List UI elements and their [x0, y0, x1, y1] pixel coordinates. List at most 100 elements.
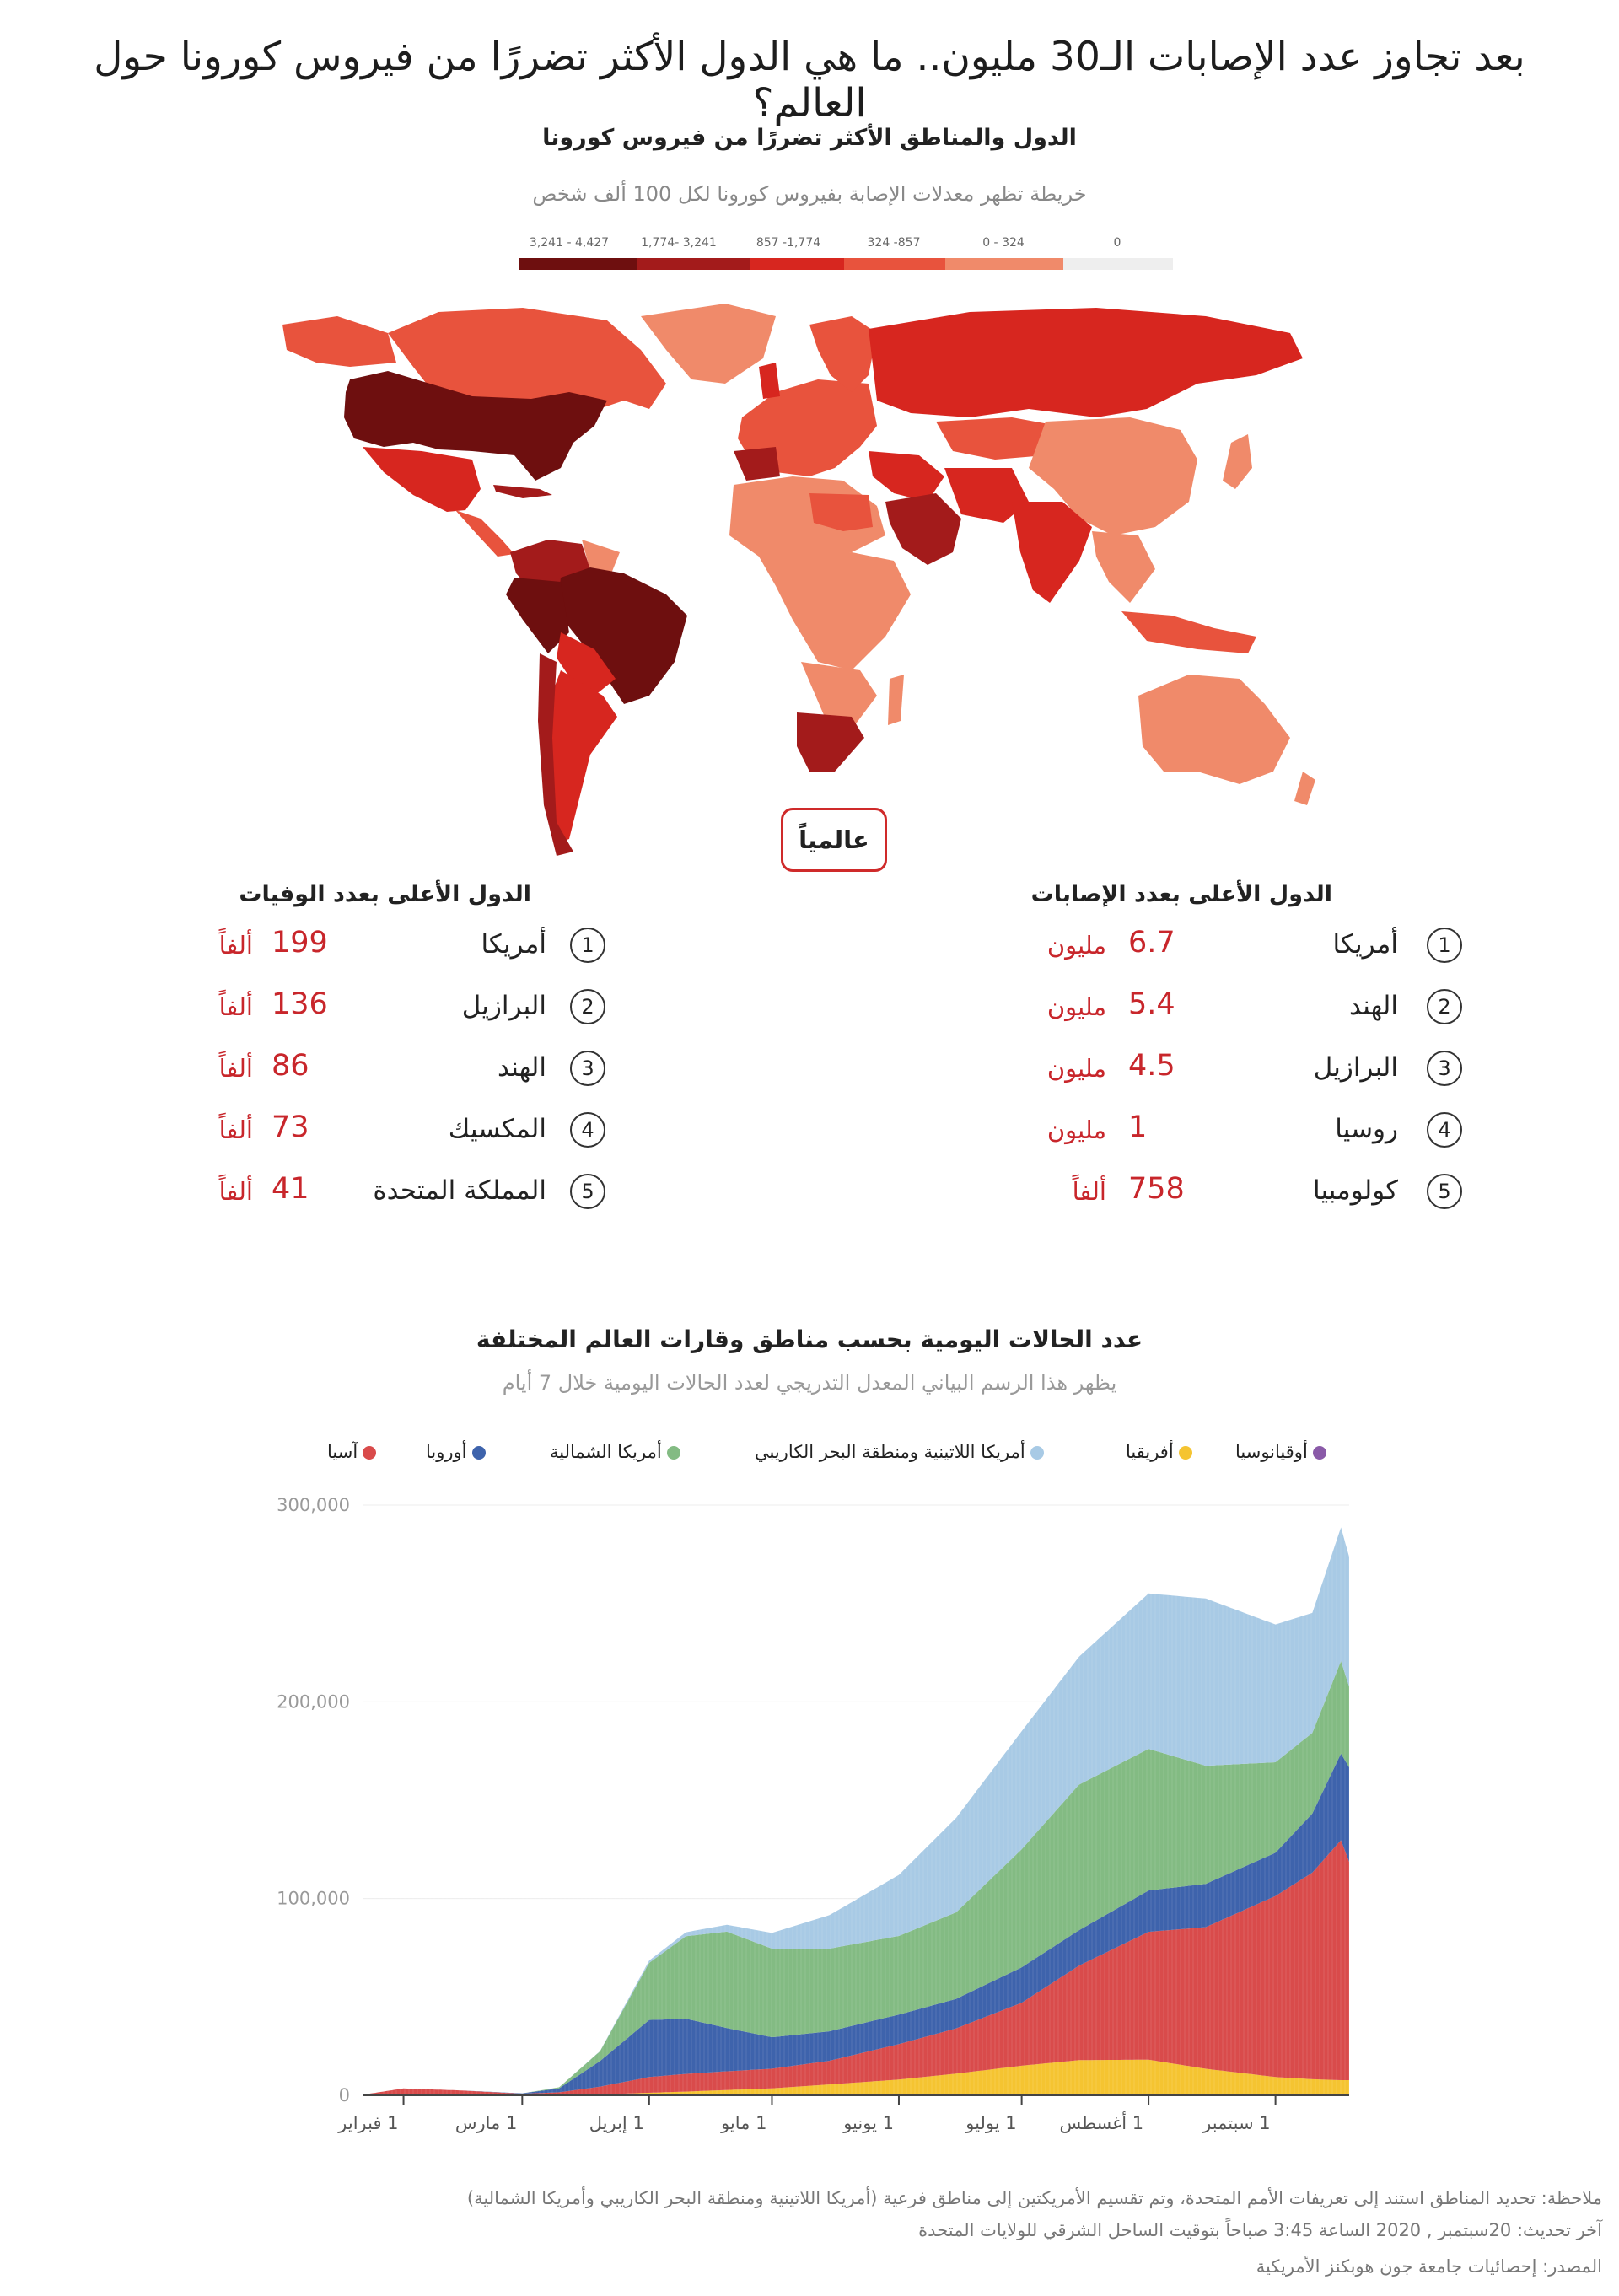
deaths-row: 2 البرازيل 136 ألفاً	[0, 987, 1619, 1040]
cases-ranking-title: الدول الأعلى بعدد الإصابات	[1030, 881, 1332, 907]
map-madagascar[interactable]	[888, 675, 904, 725]
legend-label: آسيا	[327, 1442, 358, 1462]
legend-item-latin-america[interactable]: أمريكا اللاتينية ومنطقة البحر الكاريبي	[755, 1442, 1044, 1462]
map-argentina[interactable]	[548, 670, 617, 843]
x-tick-label: 1 مايو	[720, 2113, 766, 2133]
legend-dot	[1312, 1446, 1326, 1460]
legend-label-5: 324 - 0	[982, 236, 1025, 250]
cases-row: 1 أمريكا 6.7 مليون	[0, 926, 1619, 978]
deaths-row: 4 المكسيك 73 ألفاً	[0, 1110, 1619, 1163]
daily-cases-area-chart: 0 100,000 200,000 300,000 1 فبراير 1 مارس 1 إب…	[277, 1495, 1350, 2134]
map-kazakhstan[interactable]	[936, 417, 1058, 460]
country-name: أمريكا	[481, 929, 546, 960]
legend-label: أمريكا الشمالية	[550, 1442, 662, 1462]
y-tick-label: 0	[339, 2085, 350, 2105]
rank-badge: 5	[570, 1174, 605, 1209]
series-area[interactable]	[363, 1661, 1349, 2095]
unit: ألفاً	[218, 992, 253, 1021]
map-scandinavia[interactable]	[810, 316, 877, 392]
series-area[interactable]	[363, 1753, 1349, 2095]
series-area[interactable]	[363, 2059, 1349, 2095]
map-peru[interactable]	[506, 578, 569, 653]
series-area[interactable]	[363, 1527, 1349, 2095]
rank-badge: 5	[1427, 1174, 1462, 1209]
map-egypt-libya[interactable]	[810, 493, 873, 531]
map-central-africa[interactable]	[759, 552, 911, 670]
legend-label: أفريقيا	[1126, 1442, 1174, 1462]
map-caribbean[interactable]	[493, 485, 552, 498]
country-name: الهند	[1349, 991, 1398, 1021]
legend-label-6: 0	[1113, 236, 1121, 250]
map-spain[interactable]	[734, 447, 780, 481]
value: 41	[272, 1172, 309, 1206]
map-central-america[interactable]	[455, 510, 514, 557]
map-new-zealand[interactable]	[1294, 772, 1315, 805]
map-india[interactable]	[1012, 502, 1092, 603]
legend-label-1: 4,427 - 3,241	[529, 236, 610, 250]
country-name: كولومبيا	[1313, 1175, 1398, 1206]
unit: مليون	[1046, 1054, 1106, 1083]
legend-label-2: 3,241 -1,774	[641, 236, 717, 250]
unit: ألفاً	[218, 1177, 253, 1206]
rank-badge: 2	[1427, 989, 1462, 1024]
map-south-africa[interactable]	[797, 712, 864, 772]
deaths-ranking-title: الدول الأعلى بعدد الوفيات	[239, 881, 531, 907]
legend-dot	[471, 1446, 486, 1460]
legend-item-north-america[interactable]: أمريكا الشمالية	[550, 1442, 680, 1462]
rank-badge: 1	[1427, 928, 1462, 963]
map-mexico[interactable]	[363, 447, 481, 512]
legend-item-africa[interactable]: أفريقيا	[1126, 1442, 1192, 1462]
value: 1	[1128, 1110, 1148, 1144]
series-area[interactable]	[363, 1840, 1349, 2095]
cases-row: 3 البرازيل 4.5 مليون	[0, 1049, 1619, 1101]
global-button[interactable]: عالمياً	[781, 808, 887, 872]
map-iran-pakistan[interactable]	[944, 468, 1029, 523]
map-middle-east[interactable]	[869, 451, 944, 502]
map-indonesia-philippines[interactable]	[1121, 611, 1256, 653]
map-canada[interactable]	[388, 308, 666, 409]
y-tick-label: 100,000	[277, 1889, 350, 1909]
x-tick-label: 1 سبتمبر	[1202, 2113, 1270, 2133]
unit: ألفاً	[218, 1116, 253, 1144]
map-guianas[interactable]	[582, 540, 620, 573]
map-australia[interactable]	[1138, 675, 1290, 784]
legend-label-4: 857- 324	[867, 236, 921, 250]
map-japan[interactable]	[1223, 434, 1252, 489]
rank-badge: 4	[570, 1112, 605, 1148]
value: 6.7	[1128, 926, 1175, 960]
country-name: الهند	[498, 1052, 546, 1083]
rank-badge: 3	[570, 1051, 605, 1086]
map-usa[interactable]	[344, 371, 607, 481]
country-name: البرازيل	[1313, 1052, 1398, 1083]
legend-dot	[363, 1446, 377, 1460]
map-greenland[interactable]	[641, 304, 776, 384]
map-alaska[interactable]	[282, 316, 396, 367]
rank-badge: 1	[570, 928, 605, 963]
legend-swatch-5	[945, 258, 1063, 270]
world-choropleth-map[interactable]	[270, 299, 1315, 856]
value: 758	[1128, 1172, 1185, 1206]
deaths-row: 3 الهند 86 ألفاً	[0, 1049, 1619, 1101]
map-uk[interactable]	[759, 363, 780, 399]
rank-badge: 3	[1427, 1051, 1462, 1086]
country-name: المملكة المتحدة	[373, 1175, 546, 1206]
map-southeast-asia[interactable]	[1092, 531, 1155, 603]
map-saudi-gulf[interactable]	[885, 493, 961, 565]
map-southern-africa[interactable]	[801, 662, 877, 729]
legend-swatch-6	[1063, 258, 1173, 270]
legend-item-oceania[interactable]: أوقيانوسيا	[1235, 1442, 1326, 1462]
footer-updated: آخر تحديث: 20سبتمبر , 2020 الساعة 3:45 ص…	[918, 2220, 1602, 2240]
map-russia[interactable]	[869, 308, 1303, 417]
map-china-mongolia[interactable]	[1029, 417, 1197, 535]
map-brazil[interactable]	[557, 567, 687, 704]
legend-dot	[666, 1446, 680, 1460]
legend-item-asia[interactable]: آسيا	[327, 1442, 377, 1462]
value: 136	[272, 987, 328, 1021]
country-name: أمريكا	[1332, 929, 1398, 960]
map-chile[interactable]	[538, 653, 573, 856]
legend-dot	[1030, 1446, 1044, 1460]
y-tick-label: 300,000	[277, 1495, 350, 1515]
x-tick-label: 1 أغسطس	[1060, 2111, 1144, 2133]
unit: مليون	[1046, 931, 1106, 960]
legend-item-europe[interactable]: أوروبا	[426, 1442, 486, 1462]
